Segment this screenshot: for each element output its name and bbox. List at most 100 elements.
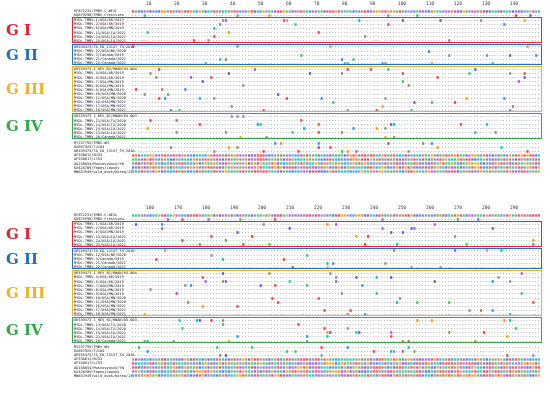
residue-mark (239, 120, 241, 122)
residue-mark (529, 97, 531, 99)
residue-mark (494, 136, 496, 138)
residue-mark (433, 142, 435, 144)
residue-mark (410, 19, 412, 21)
residue-mark (427, 132, 429, 134)
residue-mark (317, 85, 319, 87)
residue-mark (433, 154, 436, 157)
residue-mark (343, 50, 345, 52)
residue-mark (268, 40, 270, 42)
residue-mark (456, 73, 458, 74)
residue-mark (132, 14, 133, 16)
residue-mark (311, 50, 313, 52)
residue-mark (445, 85, 446, 87)
residue-mark (216, 146, 217, 148)
residue-mark (297, 136, 299, 138)
residue-mark (532, 101, 533, 103)
residue-mark (161, 73, 162, 74)
residue-mark (430, 32, 432, 34)
residue-mark (149, 50, 151, 52)
residue-mark (364, 154, 367, 157)
residue-mark (250, 40, 252, 42)
residue-mark (424, 124, 426, 126)
residue-mark (349, 19, 351, 21)
residue-mark (279, 101, 281, 103)
residue-mark (453, 128, 455, 130)
residue-mark (532, 124, 533, 126)
residue-mark (163, 110, 165, 111)
residue-mark (427, 58, 429, 60)
residue-mark (146, 28, 148, 29)
residue-mark (178, 54, 180, 56)
residue-mark (166, 50, 168, 52)
residue-mark (245, 81, 246, 83)
residue-mark (358, 81, 359, 83)
residue-mark (401, 62, 403, 64)
residue-mark (433, 40, 435, 42)
residue-mark (297, 28, 299, 29)
residue-mark (410, 69, 412, 70)
residue-mark (213, 154, 216, 157)
residue-mark (239, 97, 241, 99)
residue-mark (497, 40, 499, 42)
residue-mark (340, 19, 342, 21)
residue-mark (134, 69, 136, 70)
residue-mark (390, 19, 391, 21)
residue-mark (268, 154, 271, 157)
residue-mark (384, 14, 386, 16)
residue-mark (216, 132, 217, 134)
residue-mark (268, 13, 271, 17)
residue-mark (184, 88, 187, 92)
residue-mark (172, 77, 174, 79)
residue-mark (390, 36, 391, 38)
residue-mark (511, 146, 513, 148)
residue-mark (227, 110, 229, 111)
residue-mark (511, 89, 513, 91)
residue-mark (181, 46, 183, 48)
residue-mark (236, 19, 238, 21)
residue-mark (175, 19, 177, 21)
residue-mark (442, 24, 444, 25)
residue-mark (271, 32, 272, 34)
residue-mark (352, 110, 354, 111)
residue-mark (427, 46, 429, 48)
residue-mark (401, 150, 403, 152)
residue-mark (369, 101, 371, 103)
sequence-name: KU879298/TMBV-Crestview (74, 13, 124, 18)
residue-mark (482, 54, 484, 56)
residue-mark (195, 58, 197, 60)
residue-mark (335, 97, 336, 99)
residue-mark (253, 36, 255, 38)
residue-mark (172, 46, 174, 48)
residue-mark (178, 50, 180, 52)
residue-mark (349, 128, 351, 130)
residue-mark (282, 36, 284, 38)
residue-mark (398, 85, 400, 87)
residue-mark (497, 77, 499, 79)
residue-mark (146, 110, 148, 111)
residue-mark (140, 32, 142, 34)
residue-mark (259, 150, 261, 152)
residue-mark (482, 50, 484, 52)
residue-mark (166, 136, 168, 138)
residue-mark (523, 9, 526, 13)
residue-mark (184, 81, 185, 83)
residue-mark (152, 97, 154, 99)
residue-mark (300, 110, 301, 111)
residue-mark (337, 97, 339, 99)
residue-mark (456, 116, 458, 117)
residue-mark (366, 89, 368, 91)
residue-mark (207, 39, 210, 43)
residue-mark (395, 14, 397, 16)
residue-mark (250, 28, 252, 29)
residue-mark (137, 24, 139, 25)
residue-mark (184, 110, 185, 111)
residue-mark (427, 158, 430, 161)
residue-mark (291, 19, 293, 21)
residue-mark (506, 28, 507, 29)
residue-mark (308, 146, 310, 148)
residue-mark (378, 28, 380, 29)
residue-mark (190, 36, 191, 38)
residue-mark (340, 9, 343, 13)
residue-mark (143, 69, 145, 70)
residue-mark (442, 36, 444, 38)
